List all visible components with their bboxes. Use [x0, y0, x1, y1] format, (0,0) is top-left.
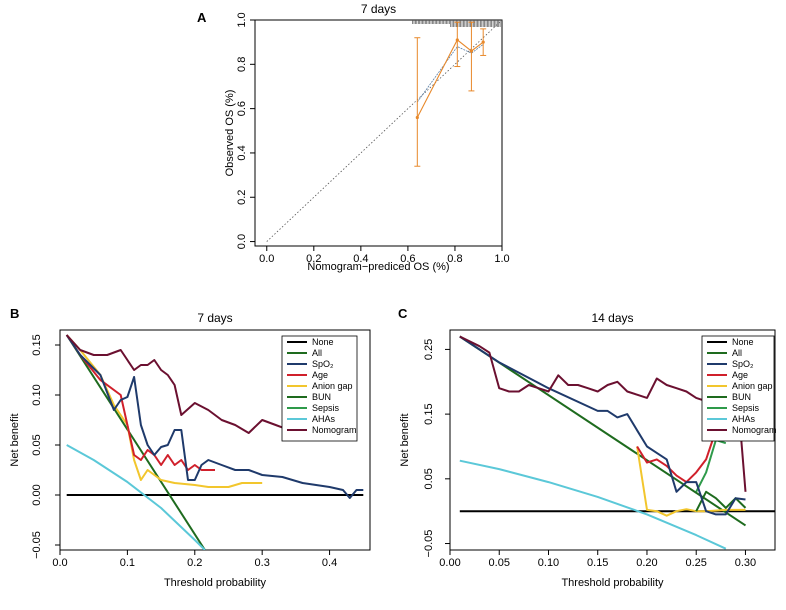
series-line-anion-gap: [636, 446, 746, 517]
legend-label: Anion gap: [732, 381, 773, 391]
dca-chart-7-days: 7 days 0.0 0.1 0.2 0.3 0.4 −0.05 0.00 0.05 0.10 0.…: [9, 311, 371, 589]
y-tick-label: 0.05: [423, 468, 435, 489]
x-tick-label: 0.2: [187, 557, 202, 569]
ideal-reference-line: [266, 19, 503, 242]
x-tick-label: 0.3: [255, 557, 270, 569]
y-axis-label: Observed OS (%): [224, 90, 236, 177]
legend-label: None: [312, 337, 334, 347]
y-tick-label: 0.15: [31, 334, 43, 355]
y-tick-label: 0.00: [31, 484, 43, 505]
calibration-chart: 7 days 0.0 0.2 0.4 0.6 0.8 1.0 0.0 0.2 0.4 0.6 0.8 1…: [224, 2, 510, 273]
x-tick-label: 0.8: [447, 253, 462, 265]
panel-label-c: C: [398, 306, 408, 321]
legend-label: AHAs: [312, 414, 336, 424]
legend-label: All: [312, 348, 322, 358]
x-tick-label: 0.30: [735, 557, 756, 569]
y-tick-label: 0.15: [423, 403, 435, 424]
chart-title: 7 days: [197, 311, 232, 325]
series-line-age: [65, 334, 215, 471]
x-tick-label: 0.10: [538, 557, 559, 569]
legend-label: Sepsis: [312, 403, 340, 413]
dca-chart-14-days: 14 days 0.00 0.05 0.10 0.15 0.20 0.25 0.30 −0.05…: [399, 311, 777, 589]
y-tick-label: 0.6: [236, 101, 248, 116]
panel-label-b: B: [10, 306, 19, 321]
series-line-nomogram: [65, 334, 323, 434]
x-tick-label: 0.4: [322, 557, 337, 569]
x-tick-label: 0.15: [587, 557, 608, 569]
series-line-spo-: [65, 334, 364, 499]
series-line-sepsis: [695, 439, 727, 493]
y-tick-label: −0.05: [423, 530, 435, 558]
y-tick-label: 1.0: [236, 12, 248, 27]
calibration-point: [455, 38, 459, 42]
x-tick-label: 0.25: [686, 557, 707, 569]
x-tick-label: 0.0: [52, 557, 67, 569]
y-axis-label: Net benefit: [399, 413, 411, 466]
series-line-ahas: [66, 444, 206, 550]
y-tick-label: −0.05: [31, 531, 43, 559]
x-tick-label: 0.00: [439, 557, 460, 569]
legend-label: Age: [732, 370, 748, 380]
series-group: [65, 334, 364, 550]
y-tick-label: 0.05: [31, 434, 43, 455]
y-tick-label: 0.25: [423, 339, 435, 360]
x-tick-label: 0.2: [306, 253, 321, 265]
series-line-all: [459, 335, 747, 527]
legend-label: Age: [312, 370, 328, 380]
x-tick-label: 0.1: [120, 557, 135, 569]
legend-label: All: [732, 348, 742, 358]
y-tick-label: 0.2: [236, 190, 248, 205]
calibration-point: [415, 115, 419, 120]
series-line-bun: [695, 490, 747, 512]
x-tick-label: 0.0: [259, 253, 274, 265]
calibration-point: [469, 49, 474, 53]
series-line-ahas: [459, 459, 727, 550]
plot-frame: [59, 329, 371, 551]
x-tick-label: 0.6: [400, 253, 415, 265]
y-tick-label: 0.4: [236, 145, 248, 160]
legend-label: AHAs: [732, 414, 756, 424]
x-axis-label: Threshold probability: [164, 577, 267, 589]
y-tick-label: 0.0: [236, 234, 248, 249]
legend-label: SpO₂: [312, 359, 334, 369]
legend-label: SpO₂: [732, 359, 754, 369]
series-line-all: [65, 334, 206, 550]
panel-label-a: A: [197, 10, 207, 25]
x-tick-label: 0.20: [636, 557, 657, 569]
legend-label: Nomogram: [732, 425, 777, 435]
x-tick-label: 1.0: [494, 253, 509, 265]
plot-frame: [254, 19, 503, 247]
apparent-calibration-line: [416, 39, 484, 118]
legend-label: Anion gap: [312, 381, 353, 391]
legend-label: Nomogram: [312, 425, 357, 435]
series-line-anion-gap: [65, 334, 263, 488]
x-tick-label: 0.05: [489, 557, 510, 569]
series-line-spo-: [459, 335, 746, 516]
legend-label: BUN: [732, 392, 751, 402]
x-tick-label: 0.4: [353, 253, 368, 265]
legend-label: BUN: [312, 392, 331, 402]
legend-label: Sepsis: [732, 403, 760, 413]
y-tick-label: 0.10: [31, 384, 43, 405]
plot-frame: [449, 329, 776, 551]
legend-label: None: [732, 337, 754, 347]
chart-title: 7 days: [361, 2, 396, 16]
chart-title: 14 days: [591, 311, 633, 325]
bias-corrected-line: [416, 44, 484, 103]
series-line-age: [636, 429, 717, 484]
x-axis-label: Nomogram−prediced OS (%): [307, 261, 449, 273]
y-axis-label: Net benefit: [9, 413, 21, 466]
x-axis-label: Threshold probability: [561, 577, 664, 589]
y-tick-label: 0.8: [236, 57, 248, 72]
prediction-distribution-rug: [412, 20, 501, 27]
calibration-point: [481, 40, 485, 44]
